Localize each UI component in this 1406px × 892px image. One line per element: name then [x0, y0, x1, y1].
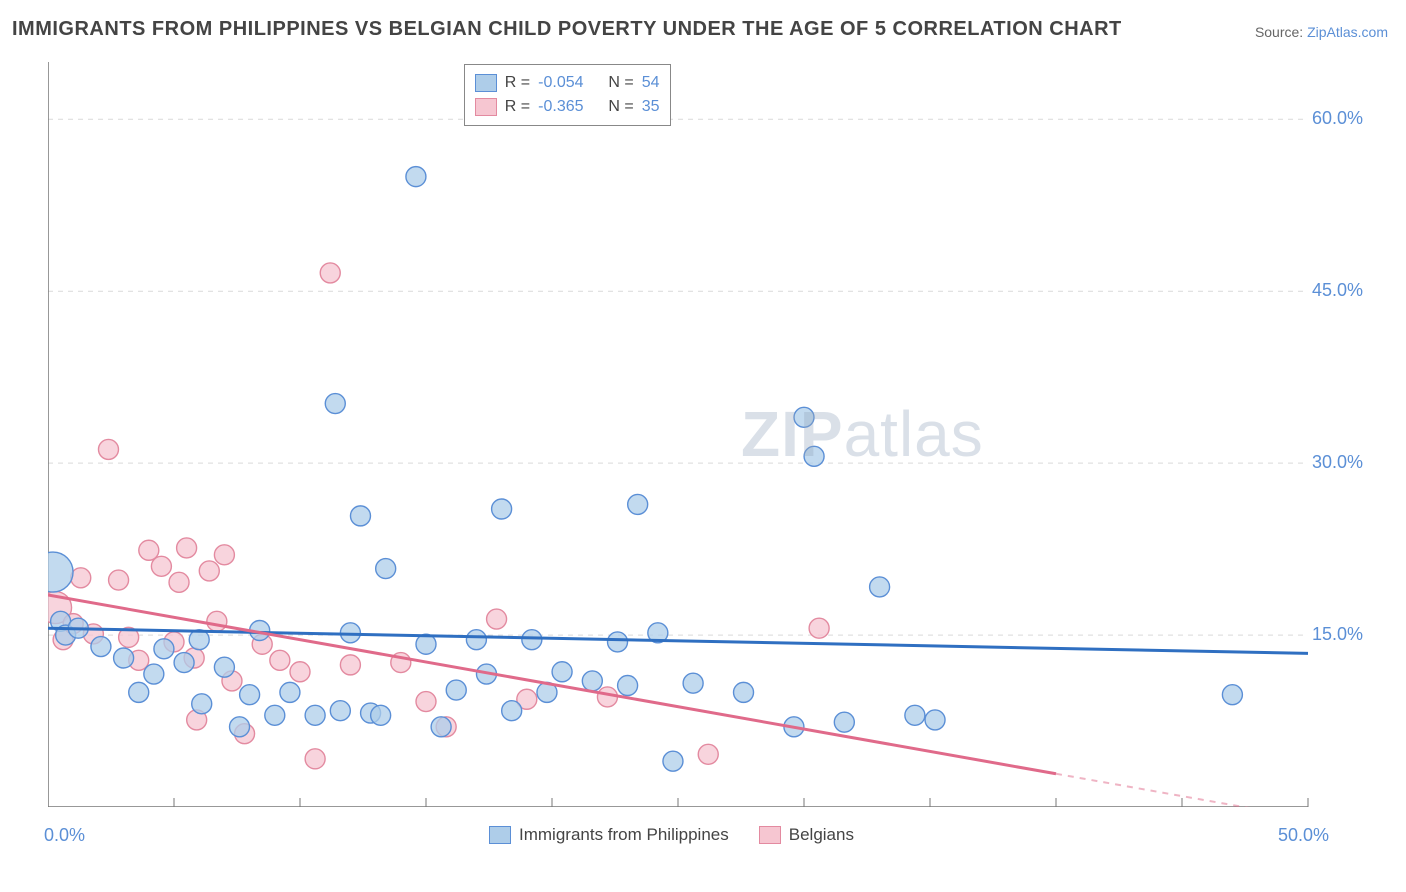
n-label: N = [608, 71, 633, 95]
series-b-label: Belgians [789, 825, 854, 845]
legend-row-b: R = -0.365 N = 35 [475, 95, 660, 119]
correlation-legend: R = -0.054 N = 54 R = -0.365 N = 35 [464, 64, 671, 126]
source-prefix: Source: [1255, 24, 1307, 40]
legend-row-a: R = -0.054 N = 54 [475, 71, 660, 95]
legend-item-b: Belgians [759, 825, 854, 845]
y-tick-label: 30.0% [1312, 452, 1358, 473]
r-label: R = [505, 71, 530, 95]
r-label: R = [505, 95, 530, 119]
r-value-b: -0.365 [538, 95, 583, 119]
swatch-series-a-icon [489, 826, 511, 844]
y-tick-label: 60.0% [1312, 108, 1358, 129]
y-tick-label: 15.0% [1312, 624, 1358, 645]
swatch-series-b [475, 98, 497, 116]
chart-title: IMMIGRANTS FROM PHILIPPINES VS BELGIAN C… [12, 18, 1122, 41]
correlation-scatter-chart [48, 62, 1358, 807]
swatch-series-b-icon [759, 826, 781, 844]
r-value-a: -0.054 [538, 71, 583, 95]
y-tick-label: 45.0% [1312, 280, 1358, 301]
legend-item-a: Immigrants from Philippines [489, 825, 729, 845]
n-value-a: 54 [642, 71, 660, 95]
x-axis-max-label: 50.0% [1278, 825, 1329, 846]
x-axis-min-label: 0.0% [44, 825, 85, 846]
swatch-series-a [475, 74, 497, 92]
source-attribution: Source: ZipAtlas.com [1255, 24, 1388, 40]
n-value-b: 35 [642, 95, 660, 119]
n-label: N = [608, 95, 633, 119]
chart-container: IMMIGRANTS FROM PHILIPPINES VS BELGIAN C… [0, 0, 1406, 892]
source-link[interactable]: ZipAtlas.com [1307, 24, 1388, 40]
series-a-label: Immigrants from Philippines [519, 825, 729, 845]
series-legend: Immigrants from Philippines Belgians [489, 825, 854, 845]
